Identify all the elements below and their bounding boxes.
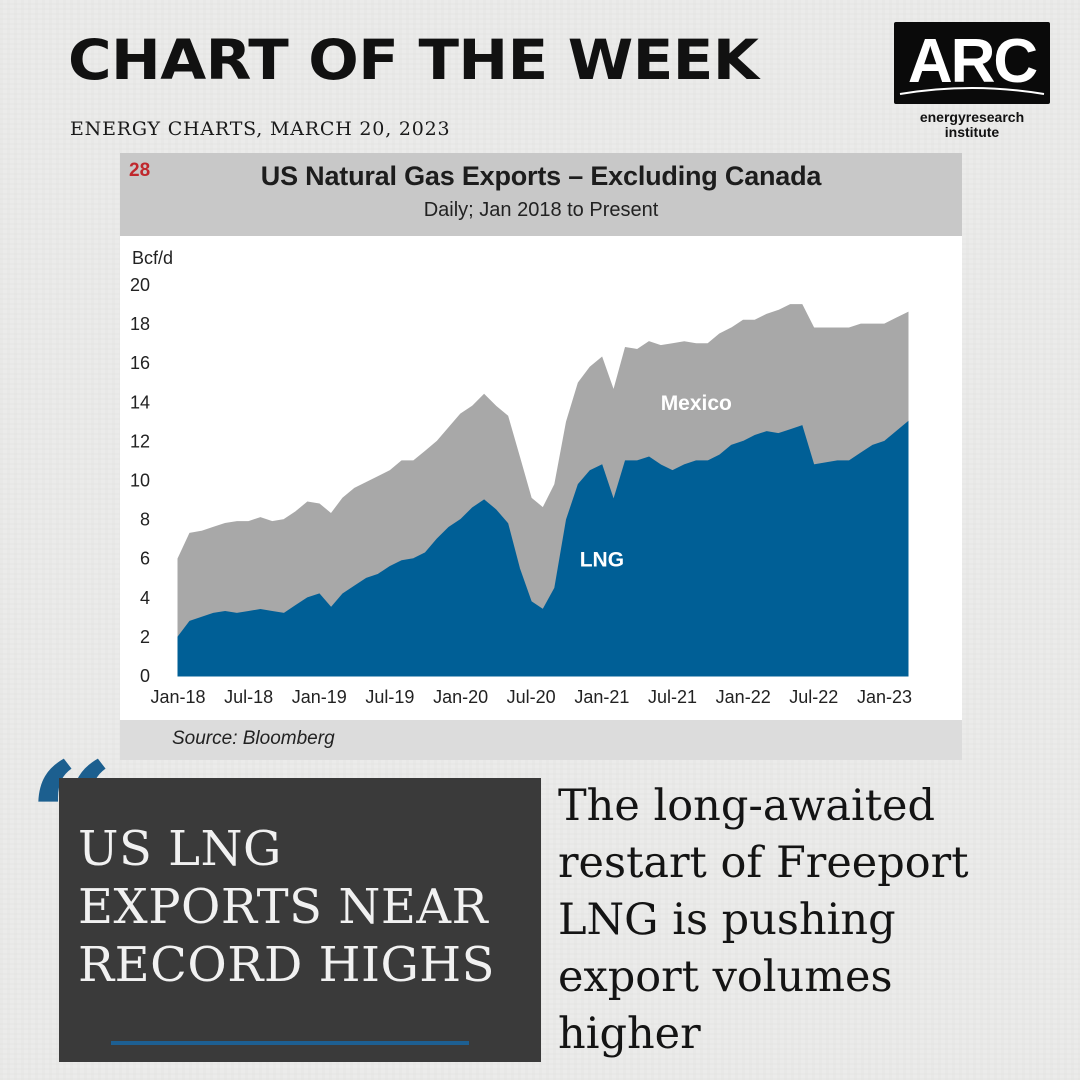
logo-box: ARC bbox=[894, 22, 1050, 104]
x-tick-label: Jul-18 bbox=[224, 687, 273, 707]
x-tick-label: Jul-19 bbox=[365, 687, 414, 707]
x-tick-label: Jan-20 bbox=[433, 687, 488, 707]
chart-title: US Natural Gas Exports – Excluding Canad… bbox=[260, 161, 822, 191]
x-tick-label: Jan-21 bbox=[574, 687, 629, 707]
y-tick-label: 12 bbox=[130, 431, 150, 451]
chart-footer: Source: Bloomberg bbox=[120, 720, 962, 760]
chart-header: 28 US Natural Gas Exports – Excluding Ca… bbox=[120, 153, 962, 236]
y-tick-label: 6 bbox=[140, 549, 150, 569]
arc-logo: ARC energyresearch institute bbox=[894, 22, 1050, 142]
y-tick-label: 4 bbox=[140, 588, 150, 608]
page-subtitle: ENERGY CHARTS, MARCH 20, 2023 bbox=[70, 118, 451, 140]
y-tick-label: 14 bbox=[130, 392, 150, 412]
y-tick-label: 2 bbox=[140, 627, 150, 647]
y-tick-label: 20 bbox=[130, 275, 150, 295]
annotation-lng: LNG bbox=[580, 549, 624, 572]
logo-text: ARC bbox=[907, 27, 1038, 96]
logo-subtext-line1: energyresearch bbox=[919, 109, 1025, 125]
logo-swoosh-icon bbox=[899, 87, 1045, 95]
y-axis-label: Bcf/d bbox=[132, 248, 173, 268]
chart-plot: Bcf/d 0 2 4 6 8 10 12 14 16 18 20 Jan-18 Jul-18 Jan-19… bbox=[130, 248, 912, 707]
y-tick-label: 0 bbox=[140, 666, 150, 686]
page-title: CHART OF THE WEEK bbox=[68, 28, 759, 92]
x-tick-label: Jul-21 bbox=[648, 687, 697, 707]
x-tick-label: Jan-19 bbox=[292, 687, 347, 707]
x-tick-label: Jan-23 bbox=[857, 687, 912, 707]
x-tick-label: Jul-20 bbox=[507, 687, 556, 707]
chart-subtitle: Daily; Jan 2018 to Present bbox=[423, 199, 659, 221]
y-tick-label: 16 bbox=[130, 353, 150, 373]
quote-box: US LNG EXPORTS NEAR RECORD HIGHS bbox=[59, 778, 541, 1062]
x-tick-label: Jan-22 bbox=[716, 687, 771, 707]
chart-card: 28 US Natural Gas Exports – Excluding Ca… bbox=[120, 153, 962, 760]
quote-underline bbox=[111, 1041, 469, 1045]
y-tick-label: 10 bbox=[130, 471, 150, 491]
chart-source: Source: Bloomberg bbox=[172, 728, 335, 749]
x-tick-label: Jul-22 bbox=[789, 687, 838, 707]
logo-subtext-line2: institute bbox=[944, 124, 1000, 140]
y-tick-label: 18 bbox=[130, 314, 150, 334]
annotation-mexico: Mexico bbox=[661, 392, 732, 415]
chart-number: 28 bbox=[129, 160, 151, 181]
quote-text: US LNG EXPORTS NEAR RECORD HIGHS bbox=[78, 821, 496, 993]
y-tick-label: 8 bbox=[140, 510, 150, 530]
series-lng-area bbox=[177, 420, 909, 677]
x-tick-label: Jan-18 bbox=[150, 687, 205, 707]
body-text: The long-awaited restart of Freeport LNG… bbox=[558, 781, 969, 1059]
